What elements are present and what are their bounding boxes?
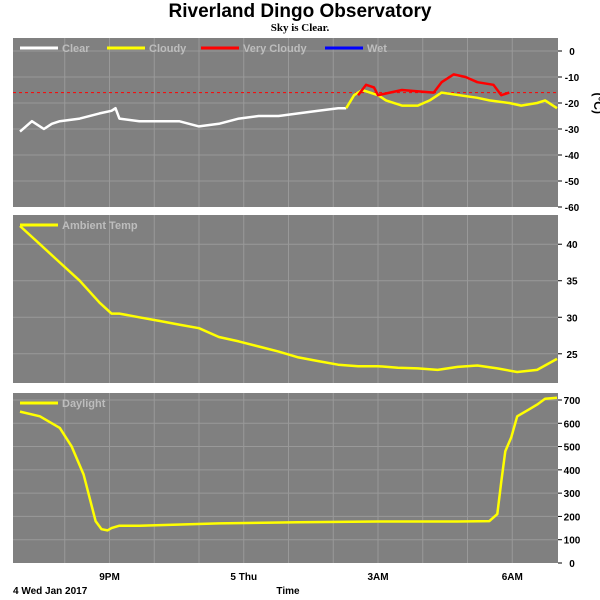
y-tick-label: 300 [564, 489, 581, 500]
y-tick-label: -40 [565, 151, 580, 162]
plot-area [13, 393, 558, 563]
y-tick-label: 500 [564, 443, 581, 454]
y-tick-label: 40 [566, 240, 578, 251]
y-tick-label: 100 [564, 536, 581, 547]
x-tick-label: 9PM [99, 572, 120, 583]
series-line-very-cloudy [357, 73, 510, 97]
date-label: 4 Wed Jan 2017 [13, 586, 88, 597]
legend-label: Daylight [62, 398, 106, 410]
y-tick-label: -50 [565, 177, 580, 188]
chart-panel-2: 25 30 35 40 Ambient Temp [13, 215, 578, 383]
series-line-daylight [19, 396, 558, 532]
chart-panel-1: 0 -10 -20 -30 -40 -50 -60 (°C) Clear Cloudy Very C… [13, 38, 600, 214]
x-tick-label: 3AM [367, 572, 388, 583]
y-tick-label: -20 [565, 99, 580, 110]
y-tick-label: 200 [564, 512, 581, 523]
x-axis-title: Time [276, 586, 300, 597]
y-tick-label: 700 [564, 396, 581, 407]
series-line-clear [19, 106, 347, 133]
y-tick-label: 0 [569, 559, 575, 570]
y-tick-label: 30 [566, 313, 578, 324]
y-tick-label: 35 [566, 277, 578, 288]
y-tick-label: 600 [564, 419, 581, 430]
legend-label: Wet [367, 43, 387, 55]
plot-area [13, 38, 558, 207]
x-tick-label: 5 Thu [230, 572, 257, 583]
legend-label: Ambient Temp [62, 220, 138, 232]
y-tick-label: 25 [566, 350, 578, 361]
legend-label: Cloudy [149, 43, 187, 55]
y-axis-unit-label: (°C) [591, 93, 600, 114]
y-tick-label: -10 [565, 73, 580, 84]
y-tick-label: 0 [569, 47, 575, 58]
legend-label: Clear [62, 43, 90, 55]
series-line-ambient-temp [19, 225, 558, 374]
chart-subtitle: Sky is Clear. [270, 22, 330, 34]
series-line-cloudy [345, 88, 558, 110]
y-tick-label: -60 [565, 203, 580, 214]
chart-title: Riverland Dingo Observatory [168, 1, 432, 22]
chart-panel-3: 0 100 200 300 400 500 600 700 Daylight [13, 393, 581, 570]
y-tick-label: 400 [564, 466, 581, 477]
y-tick-label: -30 [565, 125, 580, 136]
legend-label: Very Cloudy [243, 43, 307, 55]
x-tick-label: 6AM [502, 572, 523, 583]
